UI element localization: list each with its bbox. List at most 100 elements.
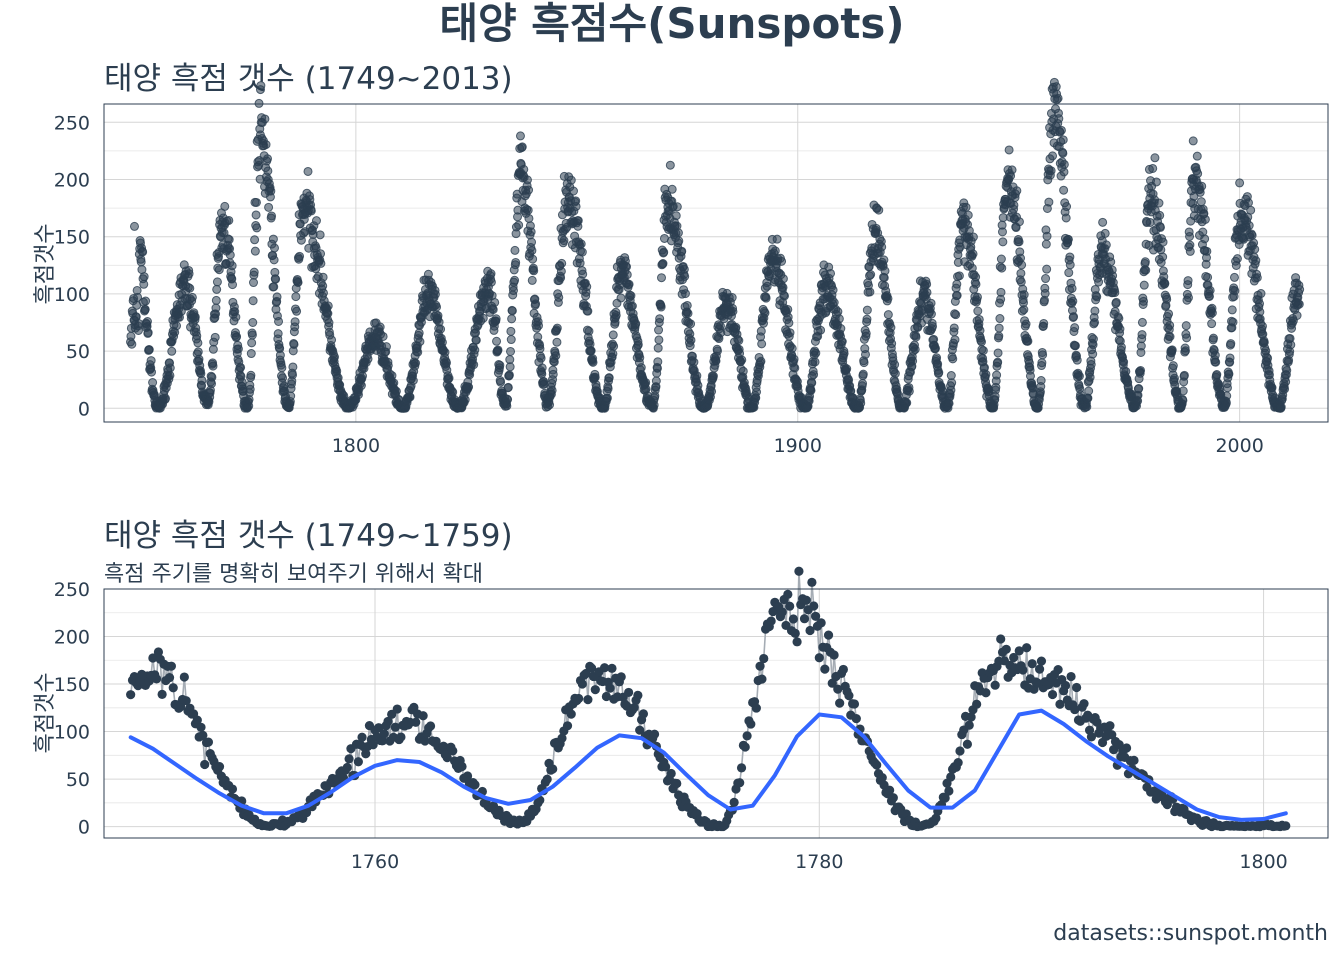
panel2-point — [794, 566, 804, 576]
panel1-point — [251, 210, 261, 220]
panel1-point — [738, 366, 748, 376]
panel1-point — [686, 319, 696, 329]
panel1-point — [1088, 334, 1098, 344]
panel1-point — [274, 316, 284, 326]
panel1-point — [249, 278, 259, 288]
panel1-point — [1158, 252, 1168, 262]
panel1-point — [995, 314, 1005, 324]
panel1-point — [193, 338, 203, 348]
panel1-y-tick-label: 200 — [54, 169, 90, 191]
panel1-point — [1205, 285, 1215, 295]
panel1-point — [381, 342, 391, 352]
panel1-point — [430, 289, 440, 299]
panel1-point — [608, 349, 618, 359]
panel1-point — [1165, 320, 1175, 330]
panel2-point — [227, 784, 238, 794]
panel1-point — [1257, 321, 1267, 331]
panel1-point — [224, 215, 234, 225]
panel2-point — [790, 628, 800, 638]
panel1-point — [1042, 231, 1052, 241]
panel1-point — [269, 282, 279, 292]
panel1-point — [1049, 114, 1059, 124]
panel1-point — [1041, 274, 1051, 284]
panel2-x-tick-label: 1760 — [351, 851, 399, 873]
panel1-point — [571, 201, 581, 211]
panel1-point — [357, 371, 367, 381]
panel1-point — [148, 378, 158, 388]
panel1-point — [524, 213, 534, 223]
panel1-point — [811, 348, 821, 358]
panel1-point — [211, 303, 221, 313]
panel1-point — [217, 223, 227, 233]
panel2-subtitle: 흑점 주기를 명확히 보여주기 위해서 확대 — [104, 562, 483, 587]
panel1-point — [288, 370, 298, 380]
panel1-point — [1181, 321, 1191, 331]
panel1-point — [904, 386, 914, 396]
panel1-point — [424, 293, 434, 303]
panel1-point — [779, 291, 789, 301]
panel2-point — [1072, 682, 1082, 693]
panel1-point — [411, 358, 421, 368]
panel1-point — [523, 205, 533, 215]
panel1-point — [510, 275, 520, 285]
panel1-point — [1069, 312, 1079, 322]
panel1-point — [1168, 361, 1178, 371]
panel2-point — [801, 595, 811, 605]
panel2-point — [470, 780, 480, 790]
panel1-point — [504, 370, 514, 380]
panel2-point — [759, 653, 769, 664]
panel1-point — [616, 271, 626, 281]
panel2-point — [1001, 644, 1011, 654]
panel2-point — [649, 729, 660, 739]
panel1-point — [1044, 197, 1054, 207]
panel1-point — [602, 393, 612, 403]
panel1-point — [172, 321, 182, 331]
panel1-point — [1041, 239, 1051, 249]
panel1-point — [551, 351, 561, 361]
panel1-point — [1178, 386, 1188, 396]
panel1-y-tick-label: 0 — [78, 398, 90, 420]
panel1-point — [1116, 342, 1126, 352]
panel1-point — [535, 344, 545, 354]
panel1-point — [949, 323, 959, 333]
panel2-y-tick-label: 50 — [66, 769, 90, 791]
panel1-point — [190, 312, 200, 322]
panel1-point — [1145, 217, 1155, 227]
panel1-point — [671, 211, 681, 221]
panel1-point — [330, 352, 340, 362]
panel2-point — [607, 663, 617, 673]
panel2-point — [574, 693, 584, 704]
panel1-point — [1211, 357, 1221, 367]
panel1-point — [707, 386, 717, 396]
panel1-point — [952, 279, 962, 289]
panel1-point — [616, 293, 626, 303]
panel2-point — [742, 731, 752, 741]
panel1-point — [247, 330, 257, 340]
panel1-point — [686, 335, 696, 345]
panel1-point — [261, 140, 271, 150]
panel1-point — [1189, 174, 1199, 184]
panel1-point — [507, 306, 517, 316]
panel1-point — [460, 395, 470, 405]
panel1-point — [247, 338, 257, 348]
panel1-point — [930, 343, 940, 353]
panel1-point — [1246, 205, 1256, 215]
panel1-point — [165, 363, 175, 373]
panel1-point — [1110, 288, 1120, 298]
panel1-x-tick-label: 1900 — [774, 435, 822, 457]
panel1-point — [1065, 252, 1075, 262]
panel1-point — [861, 349, 871, 359]
panel1-point — [510, 245, 520, 255]
panel1-point — [886, 323, 896, 333]
panel1-point — [556, 266, 566, 276]
panel1-point — [576, 239, 586, 249]
panel1-point — [245, 384, 255, 394]
panel1-point — [887, 339, 897, 349]
panel1-point — [554, 292, 564, 302]
panel2-point — [672, 778, 682, 789]
panel1-point — [492, 336, 502, 346]
panel1-point — [1037, 358, 1047, 368]
panel1-point — [777, 256, 787, 266]
panel1-point — [1097, 249, 1107, 259]
panel1-point — [762, 281, 772, 291]
